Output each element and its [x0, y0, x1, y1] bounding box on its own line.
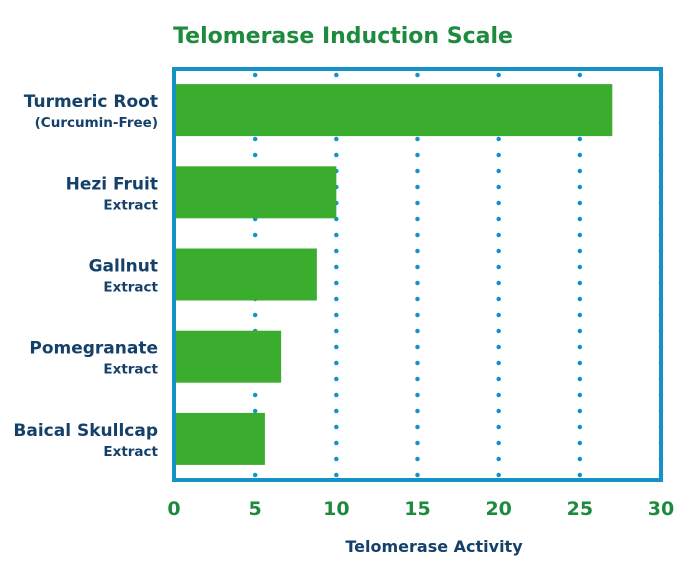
category-label-line2: (Curcumin-Free)	[35, 115, 158, 131]
category-label-line1: Baical Skullcap	[13, 421, 158, 441]
category-label-line2: Extract	[103, 197, 158, 213]
category-label-1: Hezi Fruit Extract	[66, 174, 159, 213]
category-label-line2: Extract	[103, 280, 158, 296]
bar-0	[174, 84, 613, 137]
bar-4	[174, 412, 265, 465]
category-label-line1: Gallnut	[89, 257, 158, 277]
category-label-line1: Turmeric Root	[24, 92, 158, 112]
x-tick-label-0: 0	[167, 498, 180, 520]
category-label-line2: Extract	[103, 444, 158, 460]
bar-1	[174, 166, 337, 219]
category-label-4: Baical Skullcap Extract	[13, 421, 158, 460]
bar-3	[174, 330, 282, 383]
plot-frame	[172, 67, 663, 482]
x-tick-label-30: 30	[648, 498, 674, 520]
chart-title: Telomerase Induction Scale	[173, 24, 513, 49]
category-label-line1: Pomegranate	[29, 339, 158, 359]
bar-2	[174, 248, 317, 301]
category-label-2: Gallnut Extract	[89, 257, 159, 296]
x-tick-label-10: 10	[323, 498, 349, 520]
category-label-line2: Extract	[103, 362, 158, 378]
category-label-line1: Hezi Fruit	[66, 174, 158, 194]
category-labels: Turmeric Root (Curcumin-Free) Hezi Fruit Ex…	[13, 92, 158, 460]
x-tick-label-15: 15	[404, 498, 430, 520]
x-tick-label-25: 25	[567, 498, 593, 520]
category-label-0: Turmeric Root (Curcumin-Free)	[24, 92, 158, 131]
bars	[174, 84, 613, 465]
category-label-3: Pomegranate Extract	[29, 339, 158, 378]
x-tick-labels: 0 5 10 15 20 25 30	[167, 498, 674, 520]
x-tick-label-5: 5	[249, 498, 262, 520]
x-tick-label-20: 20	[485, 498, 511, 520]
x-axis-title: Telomerase Activity	[345, 537, 523, 556]
